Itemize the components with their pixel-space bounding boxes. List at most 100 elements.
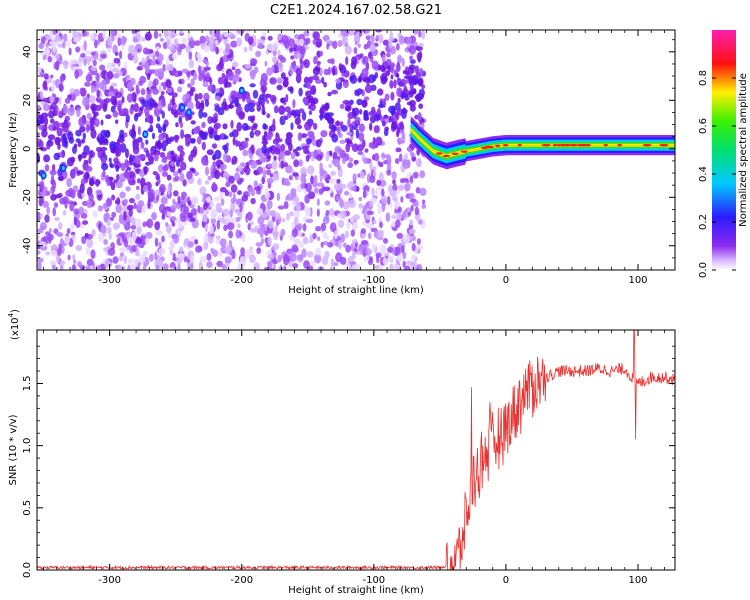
heatmap-cell: [358, 123, 365, 133]
heatmap-cell: [133, 259, 138, 268]
heatmap-cell: [159, 37, 165, 42]
heatmap-cell: [170, 161, 176, 167]
heatmap-cell: [393, 69, 398, 76]
heatmap-cell: [362, 77, 370, 83]
heatmap-cell: [317, 182, 325, 187]
signal-peak: [436, 152, 443, 155]
heatmap-cell: [396, 130, 400, 138]
heatmap-cell: [247, 102, 256, 109]
heatmap-cell: [305, 154, 310, 162]
heatmap-cell: [132, 38, 139, 43]
heatmap-cell: [273, 155, 277, 161]
heatmap-cell: [50, 102, 57, 111]
heatmap-cell: [205, 180, 210, 185]
heatmap-cell: [140, 88, 146, 96]
heatmap-cell: [267, 260, 273, 269]
heatmap-cell: [162, 42, 168, 50]
heatmap-cell: [100, 119, 104, 126]
heatmap-cell: [389, 263, 394, 270]
heatmap-cell: [213, 116, 218, 124]
heatmap-cell: [266, 177, 274, 184]
heatmap-cell: [225, 181, 231, 187]
heatmap-cell: [359, 53, 364, 58]
heatmap-cell: [386, 162, 392, 173]
heatmap-cell: [315, 226, 321, 232]
heatmap-cell: [335, 196, 342, 201]
heatmap-cell: [342, 36, 346, 46]
heatmap-cell: [302, 96, 309, 104]
heatmap-cell: [359, 170, 365, 180]
heatmap-cell: [319, 106, 324, 116]
heatmap-cell: [390, 91, 395, 101]
heatmap-cell: [154, 237, 159, 247]
heatmap-cell: [119, 129, 125, 137]
heatmap-cell: [301, 111, 307, 121]
heatmap-cell: [303, 260, 310, 269]
heatmap-cell: [351, 124, 358, 130]
heatmap-cell: [355, 30, 362, 33]
heatmap-cell: [386, 195, 391, 205]
heatmap-cell: [157, 68, 165, 78]
heatmap-cell: [162, 263, 169, 270]
heatmap-cell: [197, 92, 203, 100]
heatmap-cell: [154, 189, 162, 198]
signal-peak: [585, 143, 591, 147]
heatmap-cell: [250, 160, 258, 169]
heatmap-cell: [266, 199, 273, 210]
heatmap-cell: [302, 223, 307, 232]
heatmap-cell: [339, 103, 345, 110]
heatmap-cell: [149, 253, 154, 262]
heatmap-cell: [261, 145, 268, 154]
heatmap-cell: [220, 163, 227, 170]
heatmap-cell: [63, 235, 70, 244]
heatmap-cell: [210, 209, 217, 220]
heatmap-cell: [52, 43, 56, 54]
heatmap-cell: [126, 244, 133, 250]
heatmap-cell: [58, 232, 64, 238]
heatmap-cell: [169, 261, 176, 270]
heatmap-cell: [208, 224, 214, 235]
heatmap-cell: [139, 106, 144, 111]
heatmap-cell: [66, 228, 71, 235]
heatmap-cell: [212, 161, 217, 168]
heatmap-cell: [224, 189, 230, 197]
heatmap-cell: [356, 98, 363, 106]
heatmap-cell: [308, 110, 313, 116]
heatmap-cell: [242, 149, 249, 157]
heatmap-cell: [419, 170, 426, 179]
heatmap-cell: [129, 263, 136, 270]
heatmap-cell: [239, 145, 243, 151]
heatmap-cell: [268, 146, 273, 152]
heatmap-cell: [50, 118, 55, 124]
heatmap-cell: [301, 248, 307, 258]
heatmap-cell: [78, 117, 86, 127]
heatmap-cell: [415, 72, 421, 79]
heatmap-cell: [107, 91, 115, 97]
heatmap-cell: [136, 266, 140, 270]
heatmap-cell: [95, 146, 103, 153]
heatmap-cell: [140, 141, 145, 149]
heatmap-cell: [322, 35, 330, 41]
heatmap-cell: [255, 130, 260, 137]
heatmap-cell: [170, 108, 177, 115]
heatmap-cell: [211, 143, 218, 149]
heatmap-cell: [389, 189, 396, 197]
heatmap-cell: [157, 126, 163, 134]
heatmap-cell: [369, 115, 376, 124]
heatmap-cell: [285, 164, 293, 174]
heatmap-cell: [119, 50, 123, 60]
heatmap-cell: [222, 144, 228, 151]
heatmap-cell: [73, 216, 77, 226]
heatmap-cell: [57, 175, 64, 181]
heatmap-cell: [415, 45, 423, 52]
heatmap-cell: [158, 241, 162, 248]
heatmap-cell: [45, 42, 49, 48]
heatmap-cell: [398, 153, 403, 162]
snr-y-multiplier-close: ): [10, 309, 21, 313]
heatmap-cell: [234, 172, 240, 182]
heatmap-cell: [266, 154, 272, 160]
heatmap-cell: [179, 43, 187, 50]
heatmap-cell: [402, 260, 406, 268]
heatmap-cell: [307, 191, 316, 200]
heatmap-cell: [320, 241, 324, 248]
